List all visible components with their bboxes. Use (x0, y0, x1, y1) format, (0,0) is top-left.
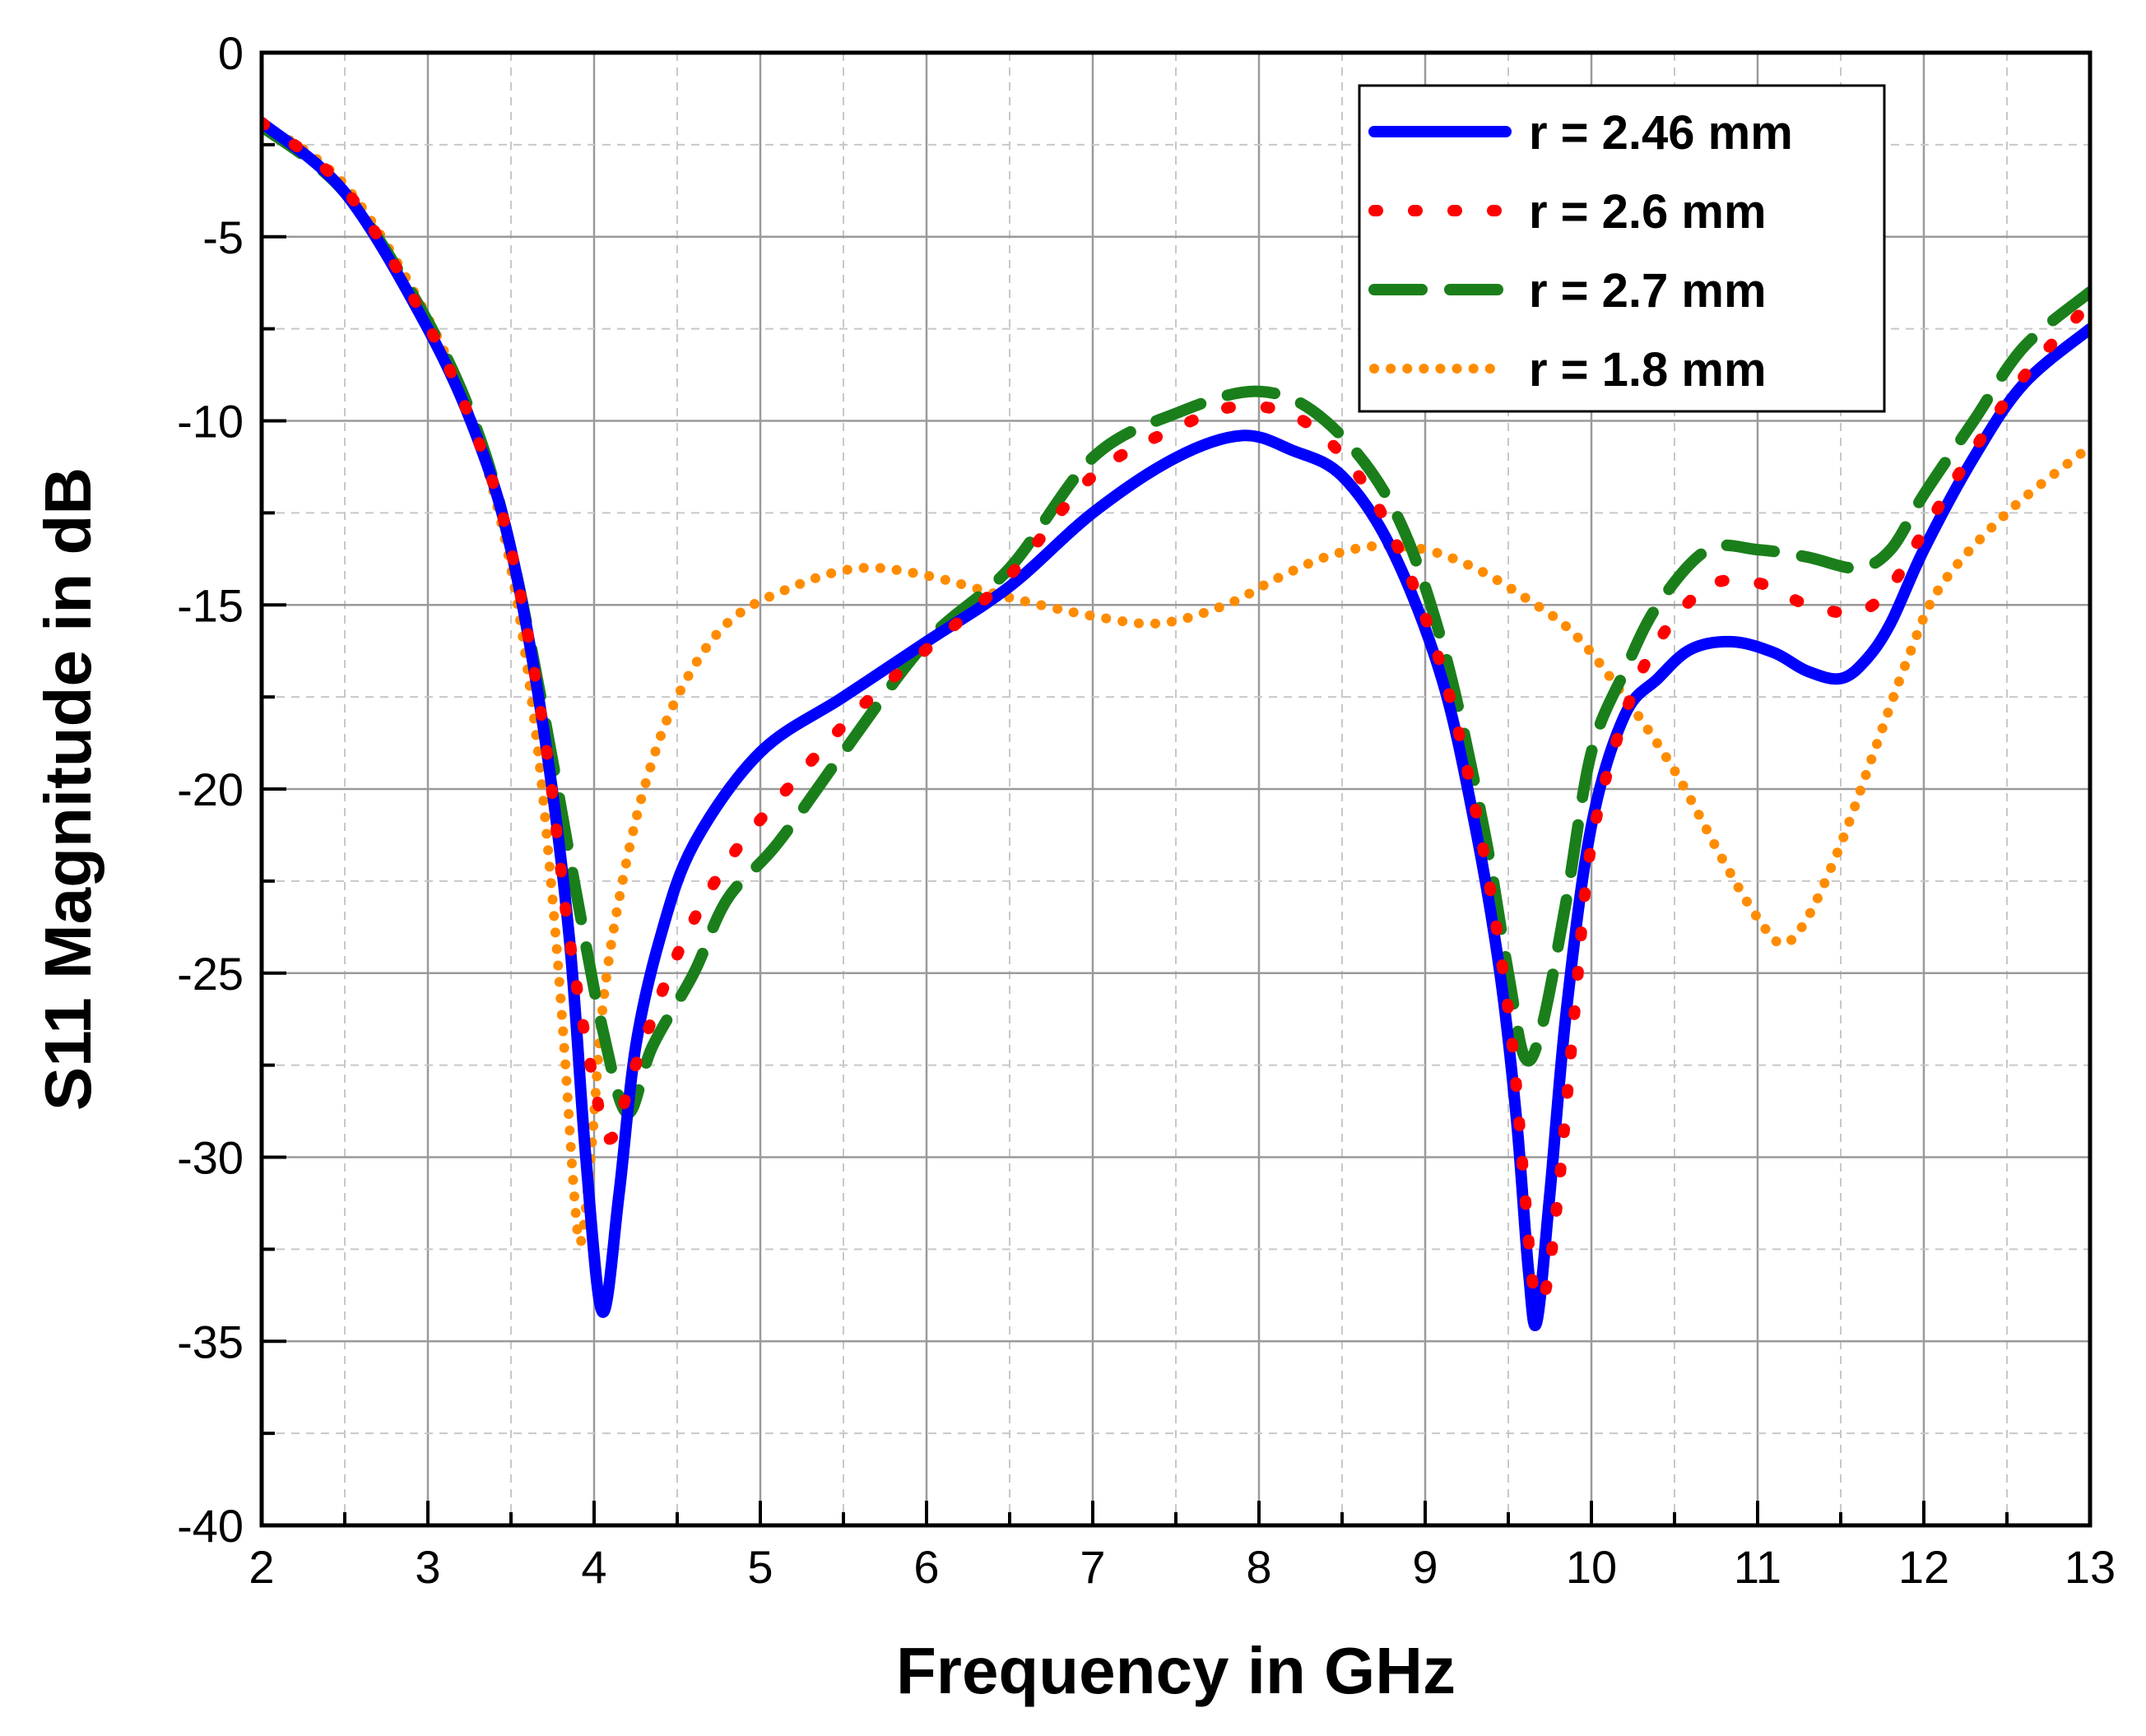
x-axis-tick-labels: 2 3 4 5 6 7 8 9 10 11 12 13 (249, 1541, 2116, 1593)
legend-label-2: r = 2.6 mm (1529, 185, 1767, 239)
x-tick-label: 11 (1734, 1541, 1781, 1593)
x-tick-label: 6 (913, 1541, 939, 1593)
x-axis-title: Frequency in GHz (896, 1634, 1456, 1707)
y-tick-label: -35 (177, 1316, 244, 1367)
series-line-2 (262, 117, 2090, 1308)
y-tick-label: 0 (218, 27, 244, 79)
legend-label-3: r = 2.7 mm (1529, 264, 1767, 318)
legend-label-1: r = 2.46 mm (1529, 106, 1793, 160)
legend-label-4: r = 1.8 mm (1529, 343, 1767, 397)
y-tick-label: -15 (177, 579, 244, 631)
x-tick-label: 5 (747, 1541, 773, 1593)
y-axis-tick-labels: 0 -5 -10 -15 -20 -25 -30 -35 -40 (177, 27, 244, 1552)
x-tick-label: 13 (2065, 1541, 2116, 1593)
y-tick-label: -5 (202, 211, 244, 263)
legend: r = 2.46 mm r = 2.6 mm r = 2.7 mm r = 1.8 m… (1358, 84, 1886, 413)
x-tick-label: 4 (581, 1541, 606, 1593)
series-line-4 (262, 118, 2090, 1248)
x-tick-label: 12 (1898, 1541, 1949, 1593)
x-tick-label: 10 (1566, 1541, 1617, 1593)
x-tick-label: 9 (1412, 1541, 1438, 1593)
y-tick-label: -25 (177, 948, 244, 1000)
x-tick-label: 8 (1246, 1541, 1271, 1593)
y-tick-label: -20 (177, 764, 244, 815)
y-tick-label: -40 (177, 1500, 244, 1552)
y-axis-title: S11 Magnitude in dB (31, 467, 105, 1111)
y-tick-label: -30 (177, 1132, 244, 1184)
x-tick-label: 7 (1080, 1541, 1105, 1593)
series-line-3 (262, 120, 2090, 1119)
series-layer (262, 117, 2090, 1331)
x-tick-label: 3 (415, 1541, 440, 1593)
axis-ticks (260, 51, 2092, 1527)
x-tick-label: 2 (249, 1541, 274, 1593)
y-tick-label: -10 (177, 396, 244, 448)
legend-box (1358, 84, 1886, 413)
series-line-1 (262, 117, 2090, 1331)
